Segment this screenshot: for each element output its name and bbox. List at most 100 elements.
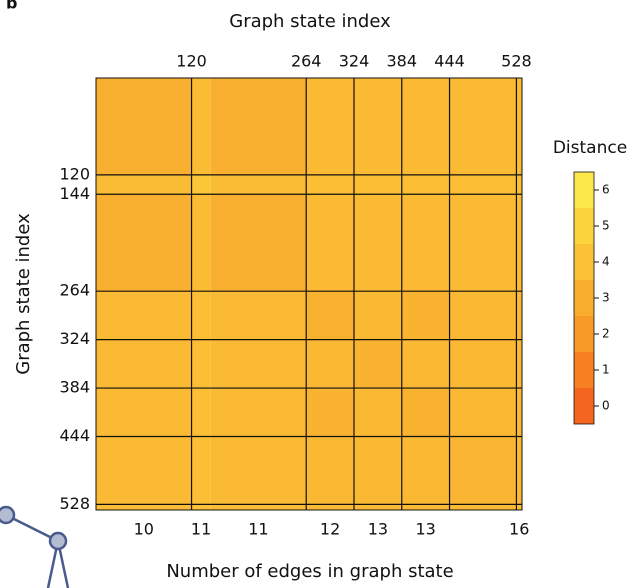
heatmap-cell: [191, 388, 211, 437]
heatmap-cell: [516, 78, 522, 175]
y-tick-label: 444: [59, 426, 90, 445]
heatmap-cell: [191, 78, 211, 175]
heatmap-cell: [353, 339, 402, 389]
x-tick-label: 12: [320, 520, 340, 539]
colorbar-tick-label: 6: [602, 183, 610, 197]
heatmap-cell: [449, 78, 517, 175]
colorbar-swatch: [574, 352, 594, 388]
heatmap-cell: [449, 436, 517, 505]
heatmap-cell: [210, 291, 307, 340]
heatmap-cell: [401, 174, 450, 195]
heatmap-cell: [306, 388, 354, 437]
x-tick-label: 11: [248, 520, 268, 539]
heatmap-cell: [210, 174, 307, 195]
heatmap-cell: [353, 504, 402, 510]
heatmap-cell: [191, 291, 211, 340]
legend-title: Distance: [553, 138, 627, 158]
heatmap-cell: [353, 436, 402, 505]
colorbar-swatch: [574, 388, 594, 424]
heatmap-cell: [516, 174, 522, 195]
heatmap-cell: [96, 388, 192, 437]
node: [48, 531, 68, 551]
heatmap-cell: [210, 78, 307, 175]
y-tick-label: 120: [59, 164, 90, 183]
heatmap-cell: [353, 78, 402, 175]
x-tick-label: 13: [368, 520, 388, 539]
top-tick-label: 384: [386, 52, 417, 71]
heatmap-cell: [353, 291, 402, 340]
heatmap-cell: [191, 436, 211, 505]
heatmap-cell: [96, 436, 192, 505]
heatmap-cell: [96, 291, 192, 340]
heatmap-cell: [96, 194, 192, 292]
heatmap-cell: [210, 388, 307, 437]
heatmap-cell: [306, 78, 354, 175]
colorbar-swatch: [574, 316, 594, 352]
heatmap-cell: [191, 504, 211, 510]
colorbar-swatch: [574, 244, 594, 280]
heatmap-cell: [401, 436, 450, 505]
colorbar-swatch: [574, 208, 594, 244]
heatmap-cell: [449, 194, 517, 292]
heatmap-cell: [449, 174, 517, 195]
heatmap-cell: [449, 504, 517, 510]
heatmap-cell: [306, 194, 354, 292]
heatmap-cell: [516, 291, 522, 340]
x-tick-label: 10: [134, 520, 154, 539]
colorbar-tick-label: 0: [602, 399, 610, 413]
heatmap-cell: [353, 174, 402, 195]
heatmap-cell: [516, 388, 522, 437]
colorbar-tick-label: 5: [602, 219, 610, 233]
heatmap-cell: [96, 78, 192, 175]
heatmap-cell: [449, 339, 517, 389]
heatmap-cell: [210, 194, 307, 292]
graph-illustration: [0, 505, 70, 588]
heatmap-cell: [516, 339, 522, 389]
colorbar-tick-label: 1: [602, 363, 610, 377]
heatmap-cell: [210, 436, 307, 505]
heatmap-cell: [306, 504, 354, 510]
heatmap-cell: [306, 291, 354, 340]
heatmap-cell: [401, 339, 450, 389]
heatmap-cell: [306, 436, 354, 505]
y-tick-label: 264: [59, 281, 90, 300]
x-axis-title: Number of edges in graph state: [166, 561, 453, 582]
node: [0, 505, 16, 525]
heatmap-cell: [449, 291, 517, 340]
heatmap-cell: [401, 78, 450, 175]
x-tick-label: 16: [509, 520, 529, 539]
heatmap-cell: [306, 339, 354, 389]
heatmap-cell: [353, 388, 402, 437]
y-tick-label: 324: [59, 329, 90, 348]
heatmap-cell: [516, 436, 522, 505]
colorbar-tick-label: 4: [602, 255, 610, 269]
top-tick-label: 264: [291, 52, 322, 71]
top-tick-label: 120: [176, 52, 207, 71]
heatmap-cell: [306, 174, 354, 195]
heatmap-cell: [96, 504, 192, 510]
heatmap-cell: [210, 504, 307, 510]
heatmap-cell: [191, 339, 211, 389]
y-axis-title: Graph state index: [13, 213, 34, 375]
top-tick-label: 444: [434, 52, 465, 71]
heatmap-cell: [191, 194, 211, 292]
heatmap-cell: [401, 504, 450, 510]
heatmap-cell: [96, 174, 192, 195]
y-tick-label: 384: [59, 378, 90, 397]
top-axis-title: Graph state index: [229, 11, 391, 32]
heatmap-cell: [353, 194, 402, 292]
x-tick-label: 13: [415, 520, 435, 539]
colorbar-tick-label: 3: [602, 291, 610, 305]
colorbar-swatch: [574, 172, 594, 208]
panel-label: b: [6, 0, 17, 13]
heatmap-cell: [401, 291, 450, 340]
colorbar-swatch: [574, 280, 594, 316]
heatmap-cell: [401, 194, 450, 292]
edge: [5, 513, 59, 543]
top-tick-label: 324: [339, 52, 370, 71]
heatmap-cell: [210, 339, 307, 389]
heatmap-cell: [401, 388, 450, 437]
heatmap-cell: [449, 388, 517, 437]
heatmap-cell: [516, 194, 522, 292]
